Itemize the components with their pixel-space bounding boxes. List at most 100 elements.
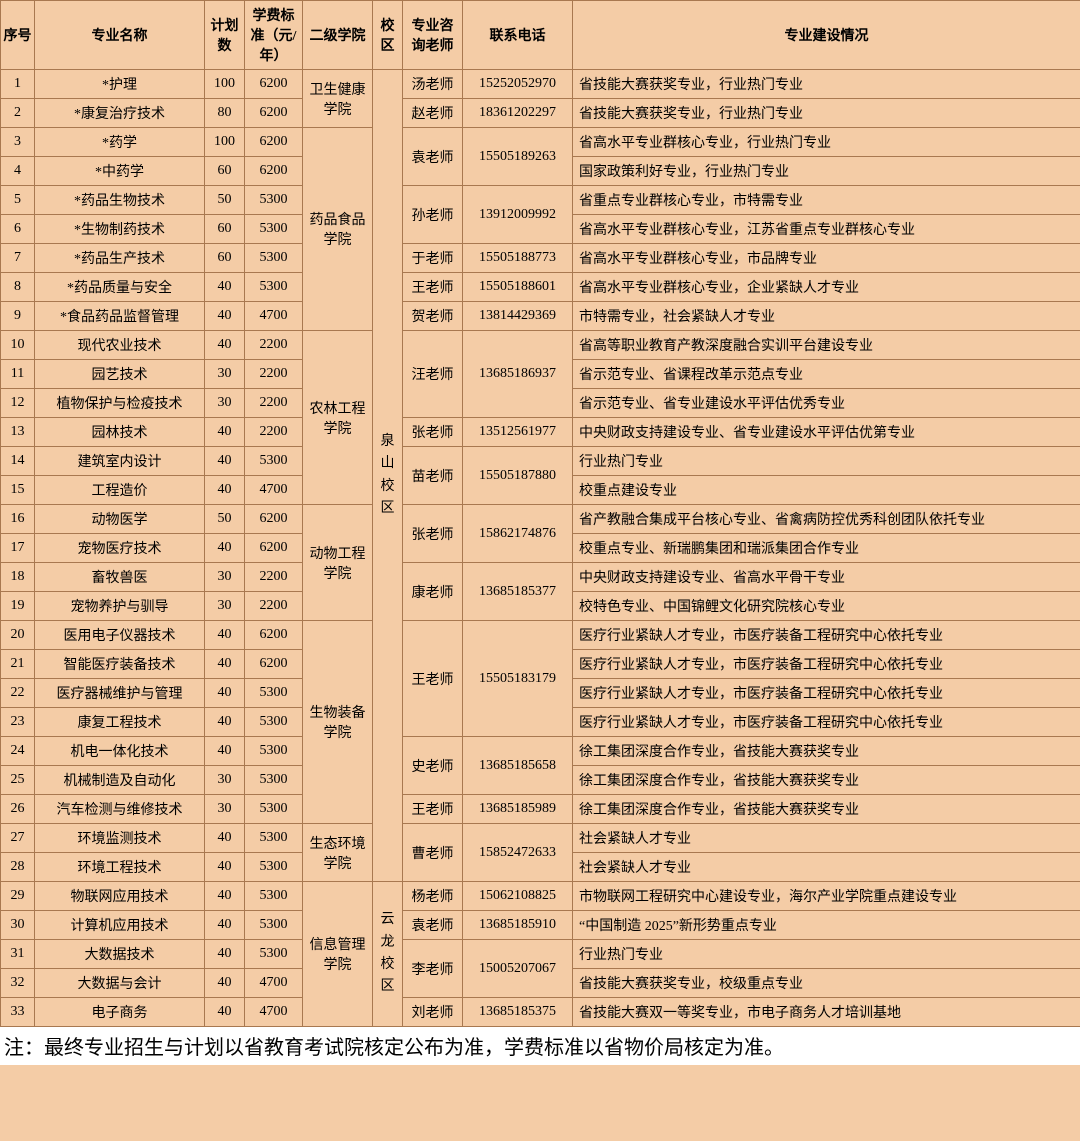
cell-plan: 100 bbox=[205, 70, 245, 99]
cell-idx: 30 bbox=[1, 911, 35, 940]
table-row: 26汽车检测与维修技术305300王老师13685185989徐工集团深度合作专… bbox=[1, 795, 1080, 824]
header-major: 专业名称 bbox=[35, 1, 205, 70]
cell-phone: 15505188601 bbox=[463, 273, 573, 302]
cell-teacher: 刘老师 bbox=[403, 998, 463, 1027]
cell-plan: 40 bbox=[205, 302, 245, 331]
cell-tuition: 6200 bbox=[245, 157, 303, 186]
cell-major: 机电一体化技术 bbox=[35, 737, 205, 766]
cell-status: 中央财政支持建设专业、省专业建设水平评估优第专业 bbox=[573, 418, 1080, 447]
cell-plan: 80 bbox=[205, 99, 245, 128]
cell-idx: 7 bbox=[1, 244, 35, 273]
cell-phone: 15505189263 bbox=[463, 128, 573, 186]
cell-tuition: 5300 bbox=[245, 679, 303, 708]
cell-major: *康复治疗技术 bbox=[35, 99, 205, 128]
cell-status: 市特需专业，社会紧缺人才专业 bbox=[573, 302, 1080, 331]
cell-plan: 40 bbox=[205, 911, 245, 940]
cell-idx: 16 bbox=[1, 505, 35, 534]
cell-teacher: 康老师 bbox=[403, 563, 463, 621]
cell-phone: 13512561977 bbox=[463, 418, 573, 447]
cell-tuition: 6200 bbox=[245, 70, 303, 99]
cell-phone: 15005207067 bbox=[463, 940, 573, 998]
cell-plan: 50 bbox=[205, 186, 245, 215]
cell-phone: 13814429369 bbox=[463, 302, 573, 331]
cell-tuition: 2200 bbox=[245, 592, 303, 621]
cell-tuition: 5300 bbox=[245, 853, 303, 882]
cell-tuition: 5300 bbox=[245, 795, 303, 824]
cell-status: 省重点专业群核心专业，市特需专业 bbox=[573, 186, 1080, 215]
cell-plan: 40 bbox=[205, 679, 245, 708]
cell-plan: 40 bbox=[205, 476, 245, 505]
cell-tuition: 6200 bbox=[245, 621, 303, 650]
cell-status: 省产教融合集成平台核心专业、省禽病防控优秀科创团队依托专业 bbox=[573, 505, 1080, 534]
cell-tuition: 5300 bbox=[245, 215, 303, 244]
cell-teacher: 赵老师 bbox=[403, 99, 463, 128]
header-campus: 校区 bbox=[373, 1, 403, 70]
header-tuition: 学费标准（元/年） bbox=[245, 1, 303, 70]
cell-tuition: 6200 bbox=[245, 534, 303, 563]
cell-idx: 18 bbox=[1, 563, 35, 592]
cell-status: 徐工集团深度合作专业，省技能大赛获奖专业 bbox=[573, 737, 1080, 766]
cell-plan: 100 bbox=[205, 128, 245, 157]
cell-idx: 6 bbox=[1, 215, 35, 244]
cell-plan: 40 bbox=[205, 447, 245, 476]
cell-status: 省技能大赛双一等奖专业，市电子商务人才培训基地 bbox=[573, 998, 1080, 1027]
cell-plan: 60 bbox=[205, 244, 245, 273]
cell-idx: 4 bbox=[1, 157, 35, 186]
cell-teacher: 王老师 bbox=[403, 273, 463, 302]
cell-phone: 13912009992 bbox=[463, 186, 573, 244]
header-college: 二级学院 bbox=[303, 1, 373, 70]
cell-idx: 28 bbox=[1, 853, 35, 882]
cell-major: 工程造价 bbox=[35, 476, 205, 505]
table-row: 33电子商务404700刘老师13685185375省技能大赛双一等奖专业，市电… bbox=[1, 998, 1080, 1027]
cell-teacher: 苗老师 bbox=[403, 447, 463, 505]
cell-idx: 33 bbox=[1, 998, 35, 1027]
cell-idx: 23 bbox=[1, 708, 35, 737]
cell-idx: 3 bbox=[1, 128, 35, 157]
cell-plan: 30 bbox=[205, 766, 245, 795]
cell-plan: 40 bbox=[205, 650, 245, 679]
cell-status: 校重点建设专业 bbox=[573, 476, 1080, 505]
cell-status: 校特色专业、中国锦鲤文化研究院核心专业 bbox=[573, 592, 1080, 621]
cell-tuition: 2200 bbox=[245, 563, 303, 592]
cell-plan: 40 bbox=[205, 824, 245, 853]
cell-major: 医用电子仪器技术 bbox=[35, 621, 205, 650]
cell-idx: 25 bbox=[1, 766, 35, 795]
cell-college: 生物装备学院 bbox=[303, 621, 373, 824]
table-row: 29物联网应用技术405300信息管理学院云 龙 校 区杨老师150621088… bbox=[1, 882, 1080, 911]
cell-idx: 14 bbox=[1, 447, 35, 476]
cell-plan: 30 bbox=[205, 360, 245, 389]
cell-plan: 40 bbox=[205, 737, 245, 766]
cell-status: 省技能大赛获奖专业，校级重点专业 bbox=[573, 969, 1080, 998]
table-row: 31大数据技术405300李老师15005207067行业热门专业 bbox=[1, 940, 1080, 969]
cell-phone: 15505187880 bbox=[463, 447, 573, 505]
cell-teacher: 张老师 bbox=[403, 505, 463, 563]
header-status: 专业建设情况 bbox=[573, 1, 1080, 70]
cell-phone: 15852472633 bbox=[463, 824, 573, 882]
cell-tuition: 4700 bbox=[245, 302, 303, 331]
cell-major: 环境监测技术 bbox=[35, 824, 205, 853]
cell-status: “中国制造 2025”新形势重点专业 bbox=[573, 911, 1080, 940]
cell-plan: 30 bbox=[205, 563, 245, 592]
cell-major: 动物医学 bbox=[35, 505, 205, 534]
cell-major: 医疗器械维护与管理 bbox=[35, 679, 205, 708]
cell-tuition: 5300 bbox=[245, 737, 303, 766]
cell-teacher: 汪老师 bbox=[403, 331, 463, 418]
cell-tuition: 5300 bbox=[245, 273, 303, 302]
cell-teacher: 杨老师 bbox=[403, 882, 463, 911]
cell-tuition: 5300 bbox=[245, 882, 303, 911]
cell-idx: 1 bbox=[1, 70, 35, 99]
cell-idx: 32 bbox=[1, 969, 35, 998]
cell-major: *生物制药技术 bbox=[35, 215, 205, 244]
cell-status: 医疗行业紧缺人才专业，市医疗装备工程研究中心依托专业 bbox=[573, 679, 1080, 708]
cell-tuition: 5300 bbox=[245, 766, 303, 795]
cell-teacher: 汤老师 bbox=[403, 70, 463, 99]
cell-idx: 12 bbox=[1, 389, 35, 418]
cell-idx: 20 bbox=[1, 621, 35, 650]
cell-major: 宠物养护与驯导 bbox=[35, 592, 205, 621]
cell-major: *药品质量与安全 bbox=[35, 273, 205, 302]
majors-table: 序号 专业名称 计划数 学费标准（元/年） 二级学院 校区 专业咨询老师 联系电… bbox=[0, 0, 1080, 1027]
cell-status: 省高水平专业群核心专业，市品牌专业 bbox=[573, 244, 1080, 273]
cell-major: 环境工程技术 bbox=[35, 853, 205, 882]
cell-idx: 2 bbox=[1, 99, 35, 128]
cell-major: 园艺技术 bbox=[35, 360, 205, 389]
